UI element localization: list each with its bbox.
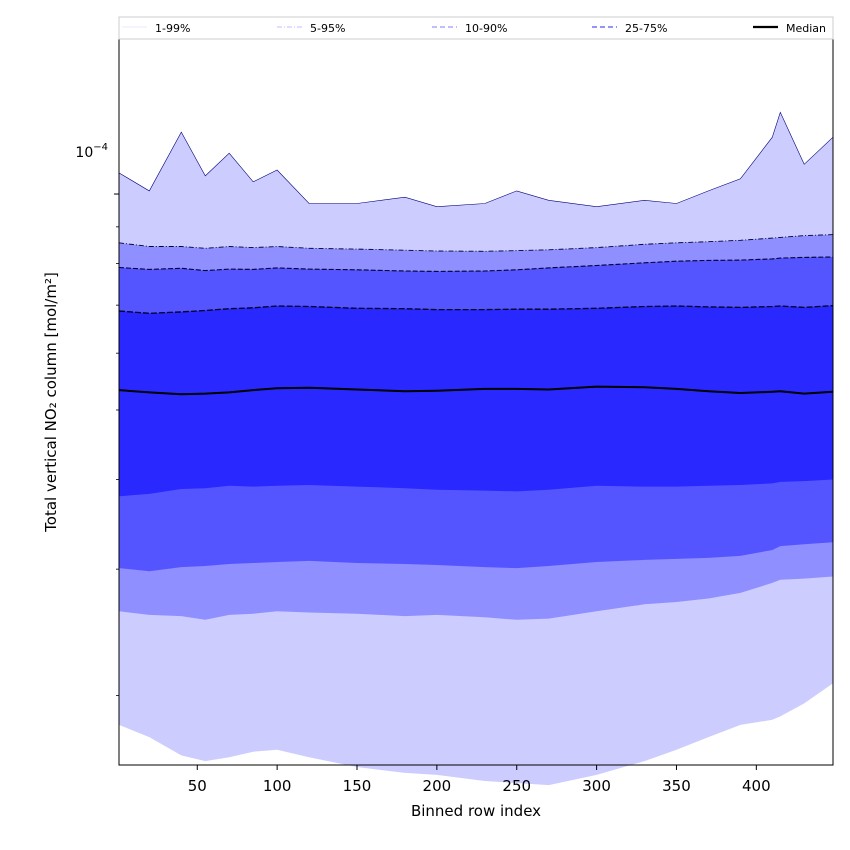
- legend-label: 10-90%: [465, 22, 507, 35]
- x-tick-label: 350: [662, 777, 691, 795]
- x-tick-label: 150: [343, 777, 372, 795]
- band-25-75: [119, 305, 833, 497]
- x-tick-label: 100: [263, 777, 292, 795]
- y-tick-label-major: 10−4: [75, 142, 108, 161]
- line-median: [118, 385, 834, 396]
- y-axis-label: Total vertical NO₂ column [mol/m²]: [42, 272, 60, 533]
- x-tick-label: 50: [188, 777, 207, 795]
- x-tick-label: 400: [742, 777, 771, 795]
- line-p99: [118, 111, 834, 208]
- line-p90: [118, 256, 834, 272]
- legend: 1-99% 5-95% 10-90% 25-75% Median: [118, 16, 834, 40]
- legend-label: 5-95%: [310, 22, 345, 35]
- x-tick-label: 200: [423, 777, 452, 795]
- percentile-bands: [119, 112, 833, 786]
- legend-label: Median: [786, 22, 826, 35]
- line-p95: [118, 234, 834, 252]
- line-p75: [118, 304, 834, 314]
- legend-label: 1-99%: [155, 22, 190, 35]
- x-axis-label: Binned row index: [411, 802, 541, 820]
- legend-box: [118, 16, 834, 40]
- percentile-lines: [118, 111, 834, 396]
- x-tick-label: 300: [582, 777, 611, 795]
- legend-label: 25-75%: [625, 22, 667, 35]
- x-axis-ticks: 50 100 150 200 250 300 350 400: [188, 765, 771, 795]
- y-axis-ticks: [114, 193, 119, 696]
- x-tick-label: 250: [502, 777, 531, 795]
